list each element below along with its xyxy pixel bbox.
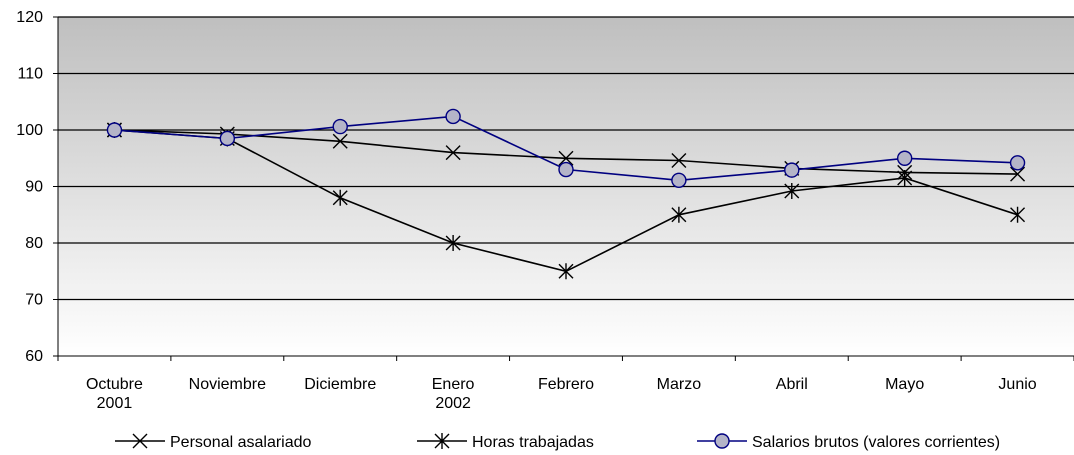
data-point-circle-marker (106, 122, 123, 138)
data-point-circle-marker (332, 118, 348, 135)
x-tick-label: Enero 2002 (432, 376, 475, 412)
data-point-circle-marker (558, 161, 574, 178)
data-point-circle-marker (219, 130, 236, 147)
y-tick-labels: 60 70 80 90 100 110 120 (16, 9, 43, 365)
legend-item-1: Horas trabajadas (417, 433, 594, 451)
data-point-x-marker (671, 153, 687, 169)
data-point-circle-marker (784, 162, 800, 178)
x-tick-label: Octubre 2001 (86, 376, 143, 412)
data-point-asterisk-marker (1010, 206, 1026, 223)
legend-item-2: Salarios brutos (valores corrientes) (697, 433, 1000, 451)
x-tick-label: Febrero (538, 376, 594, 393)
legend-label: Salarios brutos (valores corrientes) (752, 434, 1000, 451)
axes (53, 16, 1074, 361)
data-point-circle-marker (671, 172, 687, 188)
y-tick-label: 70 (25, 292, 43, 309)
data-point-asterisk-marker (558, 263, 574, 280)
y-tick-label: 90 (25, 179, 43, 196)
y-tick-label: 60 (25, 348, 43, 365)
data-point-asterisk-marker (897, 170, 913, 187)
data-point-x-marker (332, 133, 348, 149)
data-point-asterisk-marker (332, 189, 348, 206)
data-point-x-marker (445, 145, 461, 161)
series-2 (106, 108, 1026, 188)
legend: Personal asalariado Horas trabajadas Salar… (115, 433, 1000, 451)
data-point-circle-marker (714, 433, 730, 449)
y-tick-label: 120 (16, 9, 43, 26)
data-point-asterisk-marker (434, 433, 450, 449)
legend-label: Horas trabajadas (472, 434, 594, 451)
legend-item-0: Personal asalariado (115, 433, 312, 451)
y-tick-label: 80 (25, 235, 43, 252)
x-tick-label: Junio (998, 376, 1036, 393)
data-point-circle-marker (896, 150, 913, 166)
x-tick-label: Mayo (885, 376, 924, 393)
x-tick-label: Abril (776, 376, 808, 393)
data-point-asterisk-marker (784, 183, 800, 200)
x-tick-label: Marzo (657, 376, 702, 393)
data-point-x-marker (558, 150, 574, 166)
data-point-x-marker (1010, 166, 1026, 182)
data-point-asterisk-marker (671, 206, 687, 223)
series-group (106, 108, 1026, 280)
x-tick-label: Diciembre (304, 376, 376, 393)
legend-label: Personal asalariado (170, 434, 312, 451)
y-tick-label: 110 (17, 66, 43, 83)
data-point-circle-marker (1009, 155, 1026, 171)
x-tick-label: Noviembre (189, 376, 266, 393)
y-tick-label: 100 (16, 122, 43, 139)
x-tick-labels: Octubre 2001 Noviembre Diciembre Enero 2002 Fe… (86, 376, 1037, 412)
gridlines (58, 16, 1074, 301)
data-point-asterisk-marker (445, 235, 461, 251)
data-point-circle-marker (445, 108, 461, 125)
data-point-x-marker (132, 433, 148, 449)
